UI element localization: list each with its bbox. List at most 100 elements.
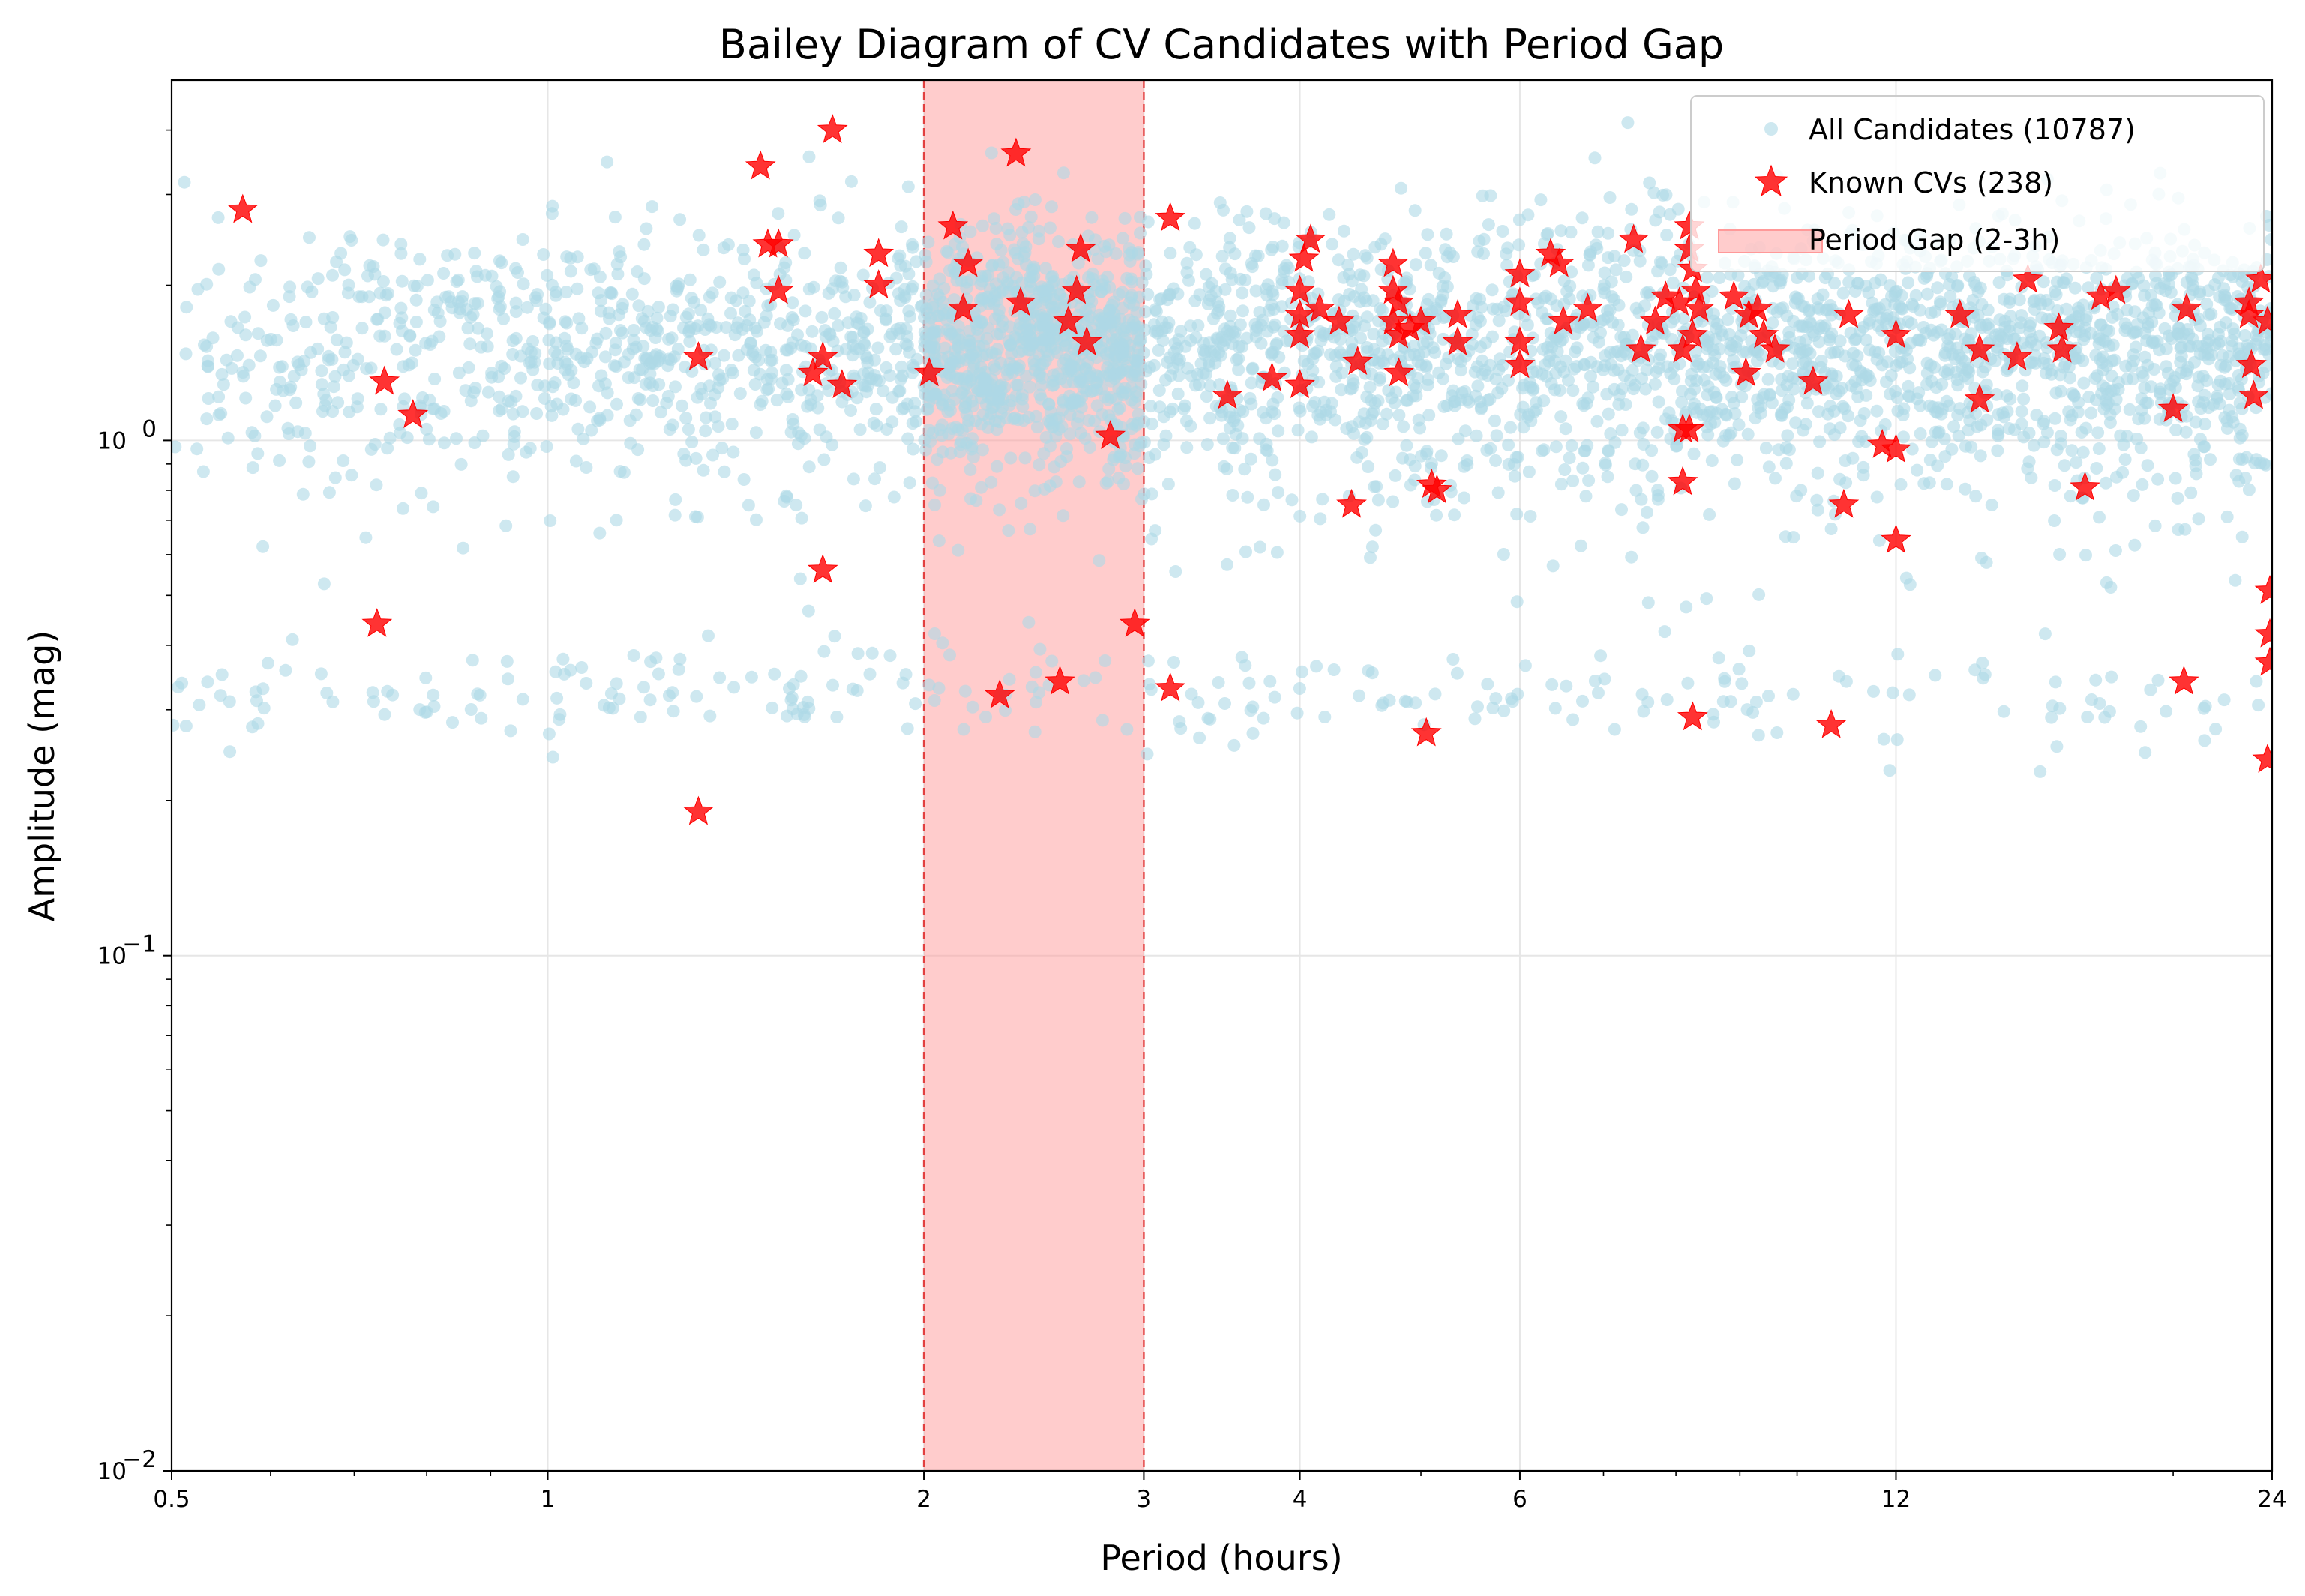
candidate-point bbox=[908, 405, 922, 418]
candidate-point bbox=[1920, 287, 1934, 301]
candidate-point bbox=[906, 280, 919, 293]
candidate-point bbox=[1096, 370, 1110, 383]
candidate-point bbox=[1766, 316, 1779, 330]
candidate-point bbox=[574, 351, 588, 364]
candidate-point bbox=[571, 422, 585, 436]
candidate-point bbox=[421, 274, 434, 287]
known-cv-point bbox=[817, 114, 848, 143]
candidate-point bbox=[1510, 508, 1524, 521]
candidate-point bbox=[1825, 370, 1839, 383]
known-cv-point bbox=[1504, 258, 1536, 288]
candidate-point bbox=[863, 667, 877, 681]
known-cv-point bbox=[1748, 319, 1779, 349]
candidate-point bbox=[2079, 421, 2093, 435]
candidate-point bbox=[2130, 433, 2144, 445]
candidate-point bbox=[1722, 428, 1736, 442]
candidate-point bbox=[1810, 493, 1824, 507]
candidate-point bbox=[1253, 306, 1266, 319]
candidate-point bbox=[2185, 273, 2199, 286]
candidate-point bbox=[1102, 304, 1116, 317]
candidate-point bbox=[1131, 462, 1144, 475]
candidate-point bbox=[1952, 429, 1965, 442]
candidate-point bbox=[2028, 303, 2041, 316]
candidate-point bbox=[291, 425, 304, 439]
candidate-point bbox=[1461, 393, 1474, 406]
candidate-point bbox=[2030, 409, 2043, 422]
candidate-point bbox=[1846, 451, 1860, 465]
candidate-point bbox=[750, 513, 763, 526]
candidate-point bbox=[1894, 478, 1908, 491]
candidate-point bbox=[1576, 461, 1590, 475]
candidate-point bbox=[1242, 221, 1256, 235]
candidate-point bbox=[910, 255, 923, 268]
candidate-point bbox=[2127, 348, 2140, 361]
candidate-point bbox=[1781, 429, 1794, 442]
candidate-point bbox=[180, 301, 193, 314]
candidate-point bbox=[1872, 534, 1886, 547]
candidate-point bbox=[989, 286, 1003, 300]
candidate-point bbox=[1161, 478, 1175, 491]
candidate-point bbox=[994, 384, 1008, 397]
candidate-point bbox=[1355, 446, 1368, 459]
candidate-point bbox=[415, 487, 428, 500]
candidate-point bbox=[350, 400, 364, 414]
candidate-point bbox=[1643, 176, 1656, 190]
candidate-point bbox=[2103, 408, 2117, 421]
candidate-point bbox=[1030, 696, 1043, 709]
candidate-point bbox=[495, 256, 508, 270]
candidate-point bbox=[1502, 438, 1515, 451]
candidate-point bbox=[1090, 399, 1104, 412]
candidate-point bbox=[779, 274, 793, 287]
candidate-point bbox=[1395, 181, 1408, 195]
candidate-point bbox=[577, 432, 590, 445]
candidate-point bbox=[1752, 729, 1765, 742]
candidate-point bbox=[485, 269, 499, 283]
candidate-point bbox=[1036, 321, 1050, 334]
known-cv-point bbox=[913, 357, 945, 387]
known-cv-point bbox=[683, 795, 714, 825]
candidate-point bbox=[929, 388, 943, 401]
candidate-point bbox=[764, 346, 778, 359]
candidate-point bbox=[1239, 659, 1252, 672]
candidate-point bbox=[918, 311, 931, 325]
candidate-point bbox=[1077, 381, 1090, 394]
candidate-point bbox=[1816, 288, 1830, 301]
candidate-point bbox=[1437, 400, 1451, 413]
candidate-point bbox=[1030, 421, 1044, 434]
candidate-point bbox=[1793, 319, 1806, 333]
candidate-point bbox=[1920, 270, 1934, 283]
candidate-point bbox=[556, 652, 570, 666]
candidate-point bbox=[854, 312, 868, 325]
candidate-point bbox=[1641, 505, 1653, 519]
candidate-point bbox=[1626, 364, 1639, 377]
candidate-point bbox=[713, 275, 727, 289]
candidate-point bbox=[2138, 412, 2151, 425]
candidate-point bbox=[640, 351, 654, 364]
candidate-point bbox=[1096, 274, 1109, 288]
known-cv-point bbox=[361, 608, 393, 637]
candidate-point bbox=[639, 377, 652, 391]
candidate-point bbox=[760, 282, 773, 295]
candidate-point bbox=[542, 334, 556, 347]
candidate-point bbox=[215, 367, 229, 381]
candidate-point bbox=[1035, 284, 1048, 298]
candidate-point bbox=[1473, 292, 1487, 306]
candidate-point bbox=[895, 403, 909, 416]
candidate-point bbox=[1521, 318, 1534, 331]
candidate-point bbox=[1601, 470, 1614, 484]
candidate-point bbox=[1171, 387, 1185, 400]
candidate-point bbox=[1614, 330, 1628, 343]
candidate-point bbox=[2078, 329, 2091, 343]
candidate-point bbox=[2093, 697, 2106, 710]
candidate-point bbox=[1200, 390, 1213, 403]
candidate-point bbox=[1217, 432, 1230, 445]
candidate-point bbox=[1824, 523, 1838, 535]
candidate-point bbox=[1213, 378, 1227, 391]
candidate-point bbox=[828, 307, 841, 320]
candidate-point bbox=[922, 424, 936, 437]
known-cv-point bbox=[1674, 413, 1705, 443]
candidate-point bbox=[1650, 365, 1663, 379]
candidate-point bbox=[2257, 457, 2271, 471]
candidate-point bbox=[770, 394, 784, 407]
candidate-point bbox=[1102, 462, 1116, 475]
